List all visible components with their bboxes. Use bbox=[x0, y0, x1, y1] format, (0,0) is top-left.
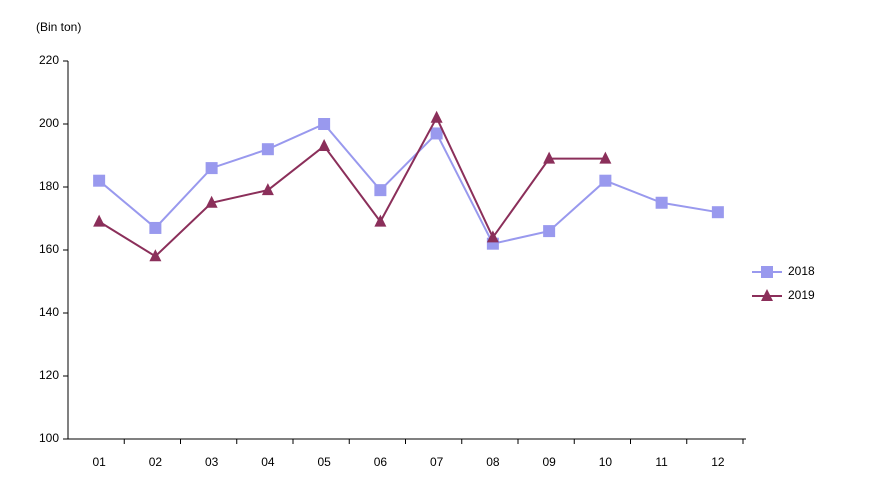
axis-unit: (Bin ton) bbox=[36, 20, 81, 34]
y-tick-label: 180 bbox=[39, 179, 59, 193]
x-tick-label: 02 bbox=[149, 455, 163, 469]
legend-label: 2018 bbox=[788, 264, 815, 278]
y-tick-label: 200 bbox=[39, 116, 59, 130]
point bbox=[543, 225, 556, 238]
x-tick-label: 10 bbox=[599, 455, 613, 469]
series-line bbox=[98, 115, 606, 258]
point bbox=[543, 151, 556, 164]
point bbox=[261, 143, 274, 156]
point bbox=[149, 221, 162, 234]
x-tick-label: 05 bbox=[317, 455, 331, 469]
point bbox=[599, 151, 612, 164]
point bbox=[93, 174, 106, 187]
point bbox=[374, 214, 387, 227]
x-tick-label: 08 bbox=[486, 455, 500, 469]
x-tick-label: 01 bbox=[92, 455, 106, 469]
x-tick-label: 03 bbox=[205, 455, 219, 469]
point bbox=[430, 127, 443, 140]
y-tick-label: 140 bbox=[39, 305, 59, 319]
legend-marker bbox=[761, 266, 773, 278]
point bbox=[599, 174, 612, 187]
point bbox=[318, 118, 331, 130]
legend-label: 2019 bbox=[788, 288, 815, 302]
x-tick-label: 06 bbox=[374, 455, 388, 469]
point bbox=[486, 230, 499, 243]
y-tick-label: 100 bbox=[39, 431, 59, 445]
y-tick-label: 160 bbox=[39, 242, 59, 256]
x-tick-label: 07 bbox=[430, 455, 444, 469]
point bbox=[430, 110, 443, 123]
x-tick-label: 11 bbox=[655, 455, 668, 469]
point bbox=[711, 206, 724, 219]
point bbox=[205, 162, 218, 175]
y-tick-label: 220 bbox=[39, 53, 59, 67]
x-tick-label: 04 bbox=[261, 455, 275, 469]
legend-marker bbox=[761, 289, 773, 301]
series-line bbox=[98, 122, 719, 245]
x-tick-label: 12 bbox=[711, 455, 725, 469]
point bbox=[149, 249, 162, 262]
point bbox=[655, 196, 668, 209]
point bbox=[93, 214, 106, 227]
point bbox=[318, 139, 331, 152]
point bbox=[261, 183, 274, 196]
point bbox=[205, 195, 218, 208]
y-tick-label: 120 bbox=[39, 368, 59, 382]
point bbox=[374, 184, 387, 197]
x-tick-label: 09 bbox=[542, 455, 556, 469]
